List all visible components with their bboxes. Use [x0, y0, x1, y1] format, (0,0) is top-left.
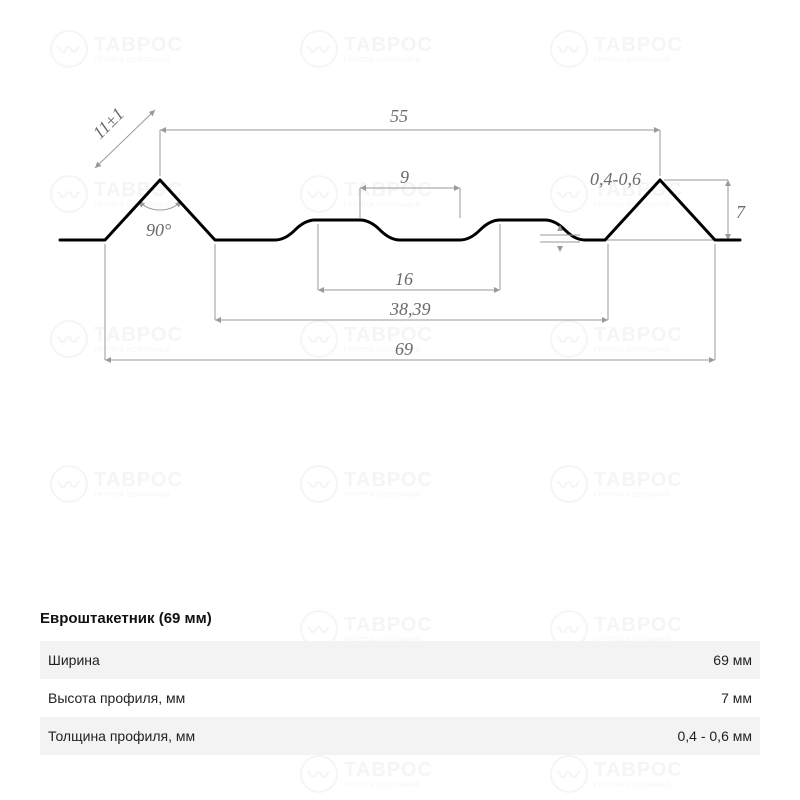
watermark: 〰ТАВРОСГРУППА КОМПАНИЙ: [550, 465, 683, 503]
dim-label-top_span: 55: [390, 106, 408, 126]
profile-diagram: 5511±190°90,4-0,671638,3969: [60, 110, 740, 410]
dim-label-height: 7: [736, 202, 746, 222]
spec-value: 0,4 - 0,6 мм: [677, 728, 752, 744]
dim-label-side_slope: 11±1: [89, 104, 128, 143]
dim-label-full_width: 69: [395, 339, 413, 359]
watermark: 〰ТАВРОСГРУППА КОМПАНИЙ: [50, 30, 183, 68]
dim-label-flat_span: 38,39: [389, 299, 431, 319]
watermark: 〰ТАВРОСГРУППА КОМПАНИЙ: [550, 30, 683, 68]
dim-label-bump_top: 9: [400, 167, 409, 187]
spec-label: Толщина профиля, мм: [48, 728, 195, 744]
spec-value: 7 мм: [721, 690, 752, 706]
spec-block: Евроштакетник (69 мм) Ширина 69 мм Высота …: [40, 610, 760, 755]
dim-label-angle: 90°: [146, 220, 171, 240]
spec-title: Евроштакетник (69 мм): [40, 610, 760, 627]
spec-label: Ширина: [48, 652, 100, 668]
spec-row: Ширина 69 мм: [40, 641, 760, 679]
spec-row: Высота профиля, мм 7 мм: [40, 679, 760, 717]
dim-label-thickness: 0,4-0,6: [590, 169, 641, 189]
watermark: 〰ТАВРОСГРУППА КОМПАНИЙ: [50, 465, 183, 503]
spec-row: Толщина профиля, мм 0,4 - 0,6 мм: [40, 717, 760, 755]
watermark: 〰ТАВРОСГРУППА КОМПАНИЙ: [300, 30, 433, 68]
dim-label-valley: 16: [395, 269, 413, 289]
watermark: 〰ТАВРОСГРУППА КОМПАНИЙ: [300, 755, 433, 793]
watermark: 〰ТАВРОСГРУППА КОМПАНИЙ: [300, 465, 433, 503]
diagram-svg: 5511±190°90,4-0,671638,3969: [60, 110, 740, 410]
watermark: 〰ТАВРОСГРУППА КОМПАНИЙ: [550, 755, 683, 793]
spec-label: Высота профиля, мм: [48, 690, 185, 706]
spec-table: Ширина 69 мм Высота профиля, мм 7 мм Толщина…: [40, 641, 760, 755]
spec-value: 69 мм: [713, 652, 752, 668]
